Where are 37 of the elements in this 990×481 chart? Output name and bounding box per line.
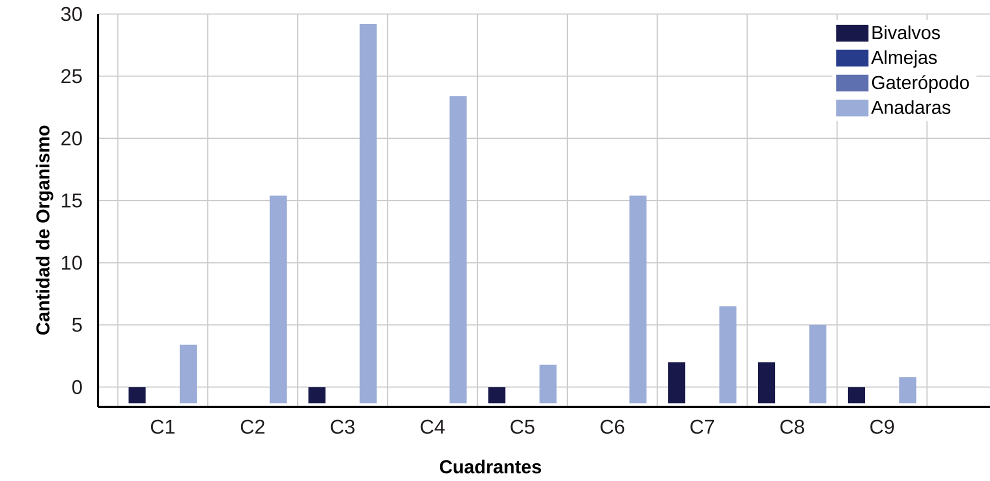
y-tick-label: 5 <box>72 318 82 332</box>
x-tick-label: C1 <box>150 420 175 434</box>
y-tick-label: 15 <box>62 194 82 208</box>
bar <box>899 377 916 404</box>
y-tick-label: 10 <box>62 256 82 270</box>
x-tick-label: C8 <box>780 420 804 434</box>
y-tick-label: 25 <box>61 69 82 84</box>
x-tick-label: C2 <box>240 420 264 434</box>
x-tick-label: C6 <box>600 420 624 434</box>
bar <box>180 344 197 404</box>
legend-label: Almejas <box>871 50 937 68</box>
bar <box>629 196 647 404</box>
bar <box>809 324 826 404</box>
bar <box>360 24 377 404</box>
y-tick-label: 30 <box>61 6 82 22</box>
x-tick-label: C3 <box>330 420 354 434</box>
x-tick-label: C4 <box>420 420 445 434</box>
x-tick-label: C7 <box>690 420 714 434</box>
y-tick-label: 20 <box>61 131 82 146</box>
x-tick-label: C5 <box>510 420 534 434</box>
y-tick-label: 0 <box>72 380 82 394</box>
x-axis-title: Cuadrantes <box>440 460 542 474</box>
bar <box>308 387 326 404</box>
x-tick-label: C9 <box>870 420 894 434</box>
bar <box>488 387 506 404</box>
bar <box>668 362 686 404</box>
bar <box>758 362 776 404</box>
bar <box>848 387 866 404</box>
legend-label: Bivalvos <box>872 25 940 40</box>
bar <box>128 387 146 404</box>
bar <box>540 364 557 404</box>
bar <box>450 96 467 404</box>
legend-label: Anadaras <box>871 100 950 114</box>
y-axis-title: Cantidad de Organismo <box>36 126 54 335</box>
bar <box>270 196 287 404</box>
bar <box>719 306 736 404</box>
legend-label: Gaterópodo <box>872 75 969 93</box>
